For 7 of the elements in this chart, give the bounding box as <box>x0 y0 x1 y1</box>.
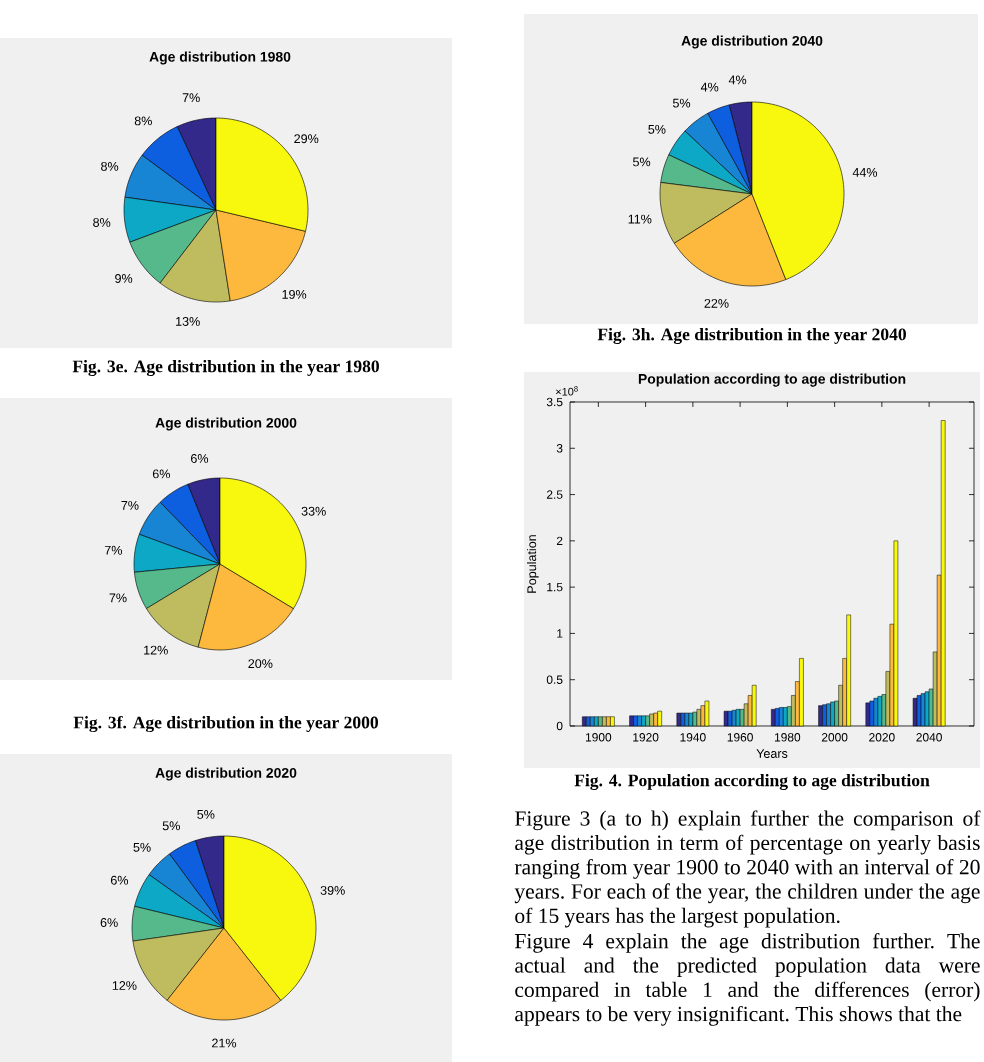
caption: Figure 3 (a to h) explain further the comparison of age distribution in term of percentage on yearly basis ranging from year 1900 to 2040 with an interval of 20 years. For each of the year, the children under the age of 15 years has the largest population. <box>514 810 981 928</box>
caption: Fig. 3f. Age distribution in the year 2000 <box>73 715 379 733</box>
caption: Fig. 4. Population according to age distribution <box>574 773 930 791</box>
caption: Fig. 3e. Age distribution in the year 1980 <box>72 359 379 377</box>
caption: Figure 4 explain the age distribution further. The actual and the predicted population data were compared in table 1 and the differences (error) appears to be very insignificant. This shows that the <box>515 933 980 1026</box>
caption: Fig. 3h. Age distribution in the year 2040 <box>597 327 906 345</box>
bar <box>743 703 749 727</box>
